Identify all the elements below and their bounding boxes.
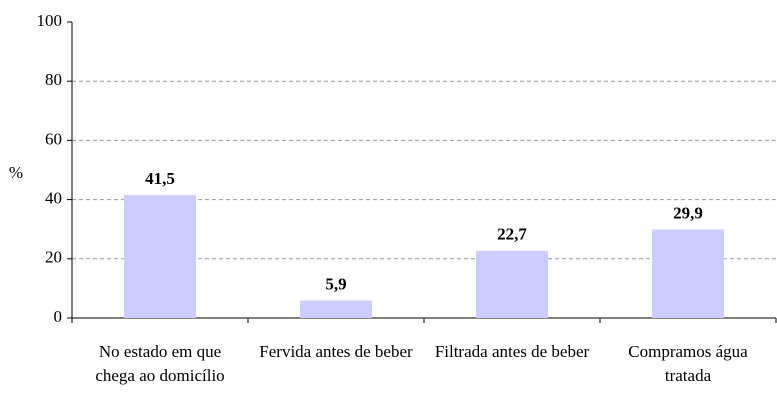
x-tick-label: Filtrada antes de beber — [434, 342, 590, 361]
y-tick-label: 60 — [45, 129, 62, 148]
bar — [476, 250, 548, 318]
x-tick-label: Fervida antes de beber — [259, 342, 413, 361]
bar — [124, 195, 196, 318]
y-axis-label: % — [9, 163, 23, 182]
value-label: 22,7 — [497, 225, 527, 244]
y-tick-label: 20 — [45, 248, 62, 267]
value-label: 29,9 — [673, 203, 703, 222]
x-tick-label: Compramos água tratada — [628, 342, 748, 385]
y-tick-label: 100 — [37, 11, 63, 30]
value-label: 41,5 — [145, 169, 175, 188]
value-label: 5,9 — [325, 274, 346, 293]
y-tick-label: 40 — [45, 189, 62, 208]
y-tick-label: 0 — [54, 307, 63, 326]
y-tick-label: 80 — [45, 70, 62, 89]
bar — [300, 300, 372, 318]
x-tick-label: No estado em que chega ao domicílio — [95, 342, 225, 385]
bar — [652, 229, 724, 318]
